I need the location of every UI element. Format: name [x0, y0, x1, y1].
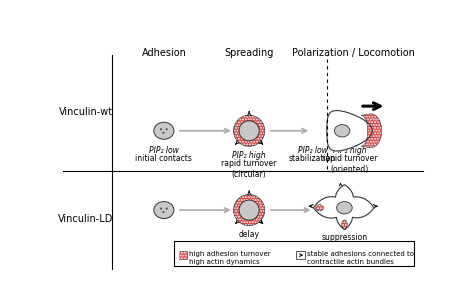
FancyBboxPatch shape	[179, 251, 187, 259]
Circle shape	[165, 128, 168, 130]
Text: delay: delay	[238, 230, 260, 239]
Ellipse shape	[154, 122, 174, 139]
Circle shape	[239, 200, 259, 220]
Circle shape	[162, 211, 164, 213]
Text: Vinculin-wt: Vinculin-wt	[58, 107, 113, 117]
Circle shape	[160, 128, 162, 130]
Text: Adhesion: Adhesion	[141, 49, 186, 58]
Ellipse shape	[154, 202, 174, 219]
Polygon shape	[362, 114, 382, 148]
Polygon shape	[327, 111, 373, 151]
Ellipse shape	[337, 202, 352, 214]
Circle shape	[239, 121, 259, 141]
Text: PIP₂ high: PIP₂ high	[232, 151, 266, 160]
Circle shape	[162, 132, 164, 134]
Circle shape	[165, 208, 168, 210]
Text: stabilization: stabilization	[289, 154, 336, 163]
Ellipse shape	[316, 205, 324, 211]
Text: Vinculin-LD: Vinculin-LD	[58, 214, 113, 224]
Text: rapid turnover
(oriented): rapid turnover (oriented)	[322, 154, 378, 174]
Text: suppression: suppression	[321, 233, 367, 242]
Text: rapid turnover
(circular): rapid turnover (circular)	[221, 158, 277, 179]
Circle shape	[234, 195, 264, 225]
Text: PIP₂ high: PIP₂ high	[333, 146, 367, 155]
Text: PIP₂ low: PIP₂ low	[149, 146, 179, 155]
Text: stable adhesions connected to
contractile actin bundles: stable adhesions connected to contractil…	[307, 251, 414, 265]
Text: initial contacts: initial contacts	[136, 154, 192, 163]
Circle shape	[234, 115, 264, 146]
Text: Spreading: Spreading	[224, 49, 274, 58]
Ellipse shape	[334, 125, 350, 137]
Text: PIP₂ low: PIP₂ low	[298, 146, 328, 155]
Text: Polarization / Locomotion: Polarization / Locomotion	[292, 49, 415, 58]
Ellipse shape	[342, 220, 347, 229]
FancyBboxPatch shape	[296, 251, 305, 259]
FancyBboxPatch shape	[174, 241, 414, 266]
Text: high adhesion turnover
high actin dynamics: high adhesion turnover high actin dynami…	[190, 251, 271, 265]
Polygon shape	[314, 185, 374, 229]
Circle shape	[160, 208, 162, 210]
